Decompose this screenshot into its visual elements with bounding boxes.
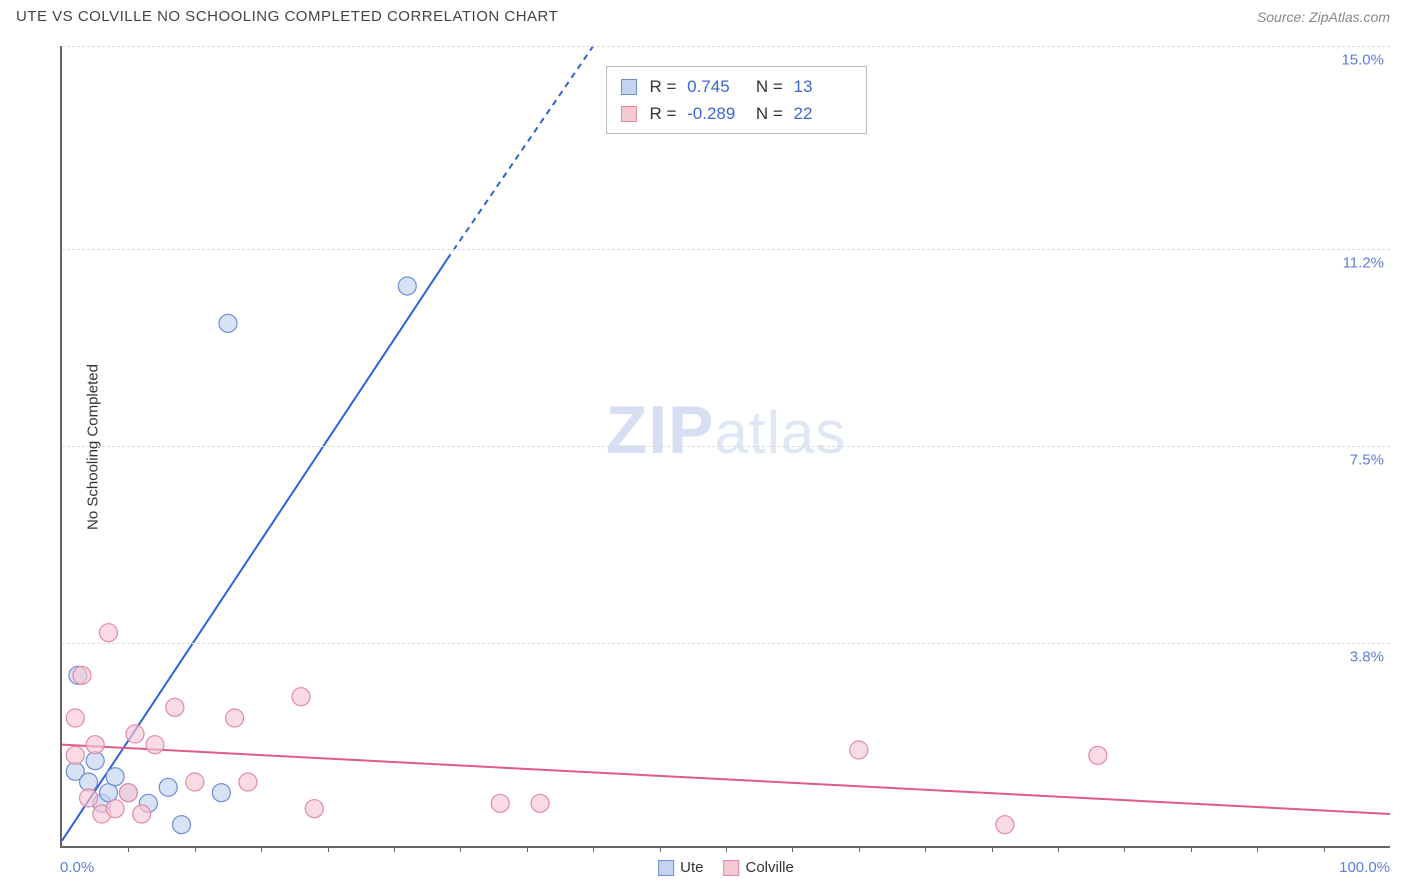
legend: Ute Colville <box>658 859 794 876</box>
plot-region: ZIPatlas R = 0.745 N = 13 R = -0.289 N =… <box>60 46 1390 848</box>
x-tick <box>1257 846 1258 852</box>
gridline <box>62 643 1390 644</box>
ute-n-value: 13 <box>794 73 852 100</box>
gridline <box>62 46 1390 47</box>
data-point <box>531 794 549 812</box>
data-point <box>166 698 184 716</box>
data-point <box>86 736 104 754</box>
x-tick <box>992 846 993 852</box>
data-point <box>106 800 124 818</box>
y-tick-label: 7.5% <box>1350 452 1384 469</box>
data-point <box>73 666 91 684</box>
x-tick <box>527 846 528 852</box>
data-point <box>99 784 117 802</box>
data-point <box>239 773 257 791</box>
gridline <box>62 249 1390 250</box>
x-tick <box>1324 846 1325 852</box>
legend-item-colville: Colville <box>723 859 793 876</box>
ute-legend-label: Ute <box>680 859 703 876</box>
x-tick <box>1058 846 1059 852</box>
data-point <box>86 752 104 770</box>
x-tick <box>726 846 727 852</box>
data-point <box>219 314 237 332</box>
chart-title: UTE VS COLVILLE NO SCHOOLING COMPLETED C… <box>16 8 558 25</box>
stats-row-ute: R = 0.745 N = 13 <box>621 73 851 100</box>
correlation-stats-box: R = 0.745 N = 13 R = -0.289 N = 22 <box>606 66 866 134</box>
data-point <box>186 773 204 791</box>
x-min-label: 0.0% <box>60 859 94 876</box>
data-point <box>996 816 1014 834</box>
colville-n-value: 22 <box>794 100 852 127</box>
data-point <box>1089 746 1107 764</box>
data-point <box>106 768 124 786</box>
x-tick <box>128 846 129 852</box>
ute-swatch-icon <box>621 79 637 95</box>
data-point <box>226 709 244 727</box>
data-point <box>133 805 151 823</box>
legend-item-ute: Ute <box>658 859 703 876</box>
x-tick <box>792 846 793 852</box>
colville-legend-label: Colville <box>745 859 793 876</box>
ute-swatch-icon <box>658 860 674 876</box>
x-tick <box>925 846 926 852</box>
gridline <box>62 446 1390 447</box>
r-label: R = <box>649 73 681 100</box>
x-max-label: 100.0% <box>1339 859 1390 876</box>
colville-r-value: -0.289 <box>687 100 745 127</box>
colville-swatch-icon <box>723 860 739 876</box>
x-tick <box>394 846 395 852</box>
data-point <box>80 773 98 791</box>
data-point <box>146 736 164 754</box>
data-point <box>292 688 310 706</box>
trend-line-dashed <box>447 46 593 259</box>
x-tick <box>859 846 860 852</box>
x-tick <box>261 846 262 852</box>
trend-line <box>62 745 1390 814</box>
data-point <box>398 277 416 295</box>
data-point <box>173 816 191 834</box>
data-point <box>80 789 98 807</box>
chart-area: No Schooling Completed ZIPatlas R = 0.74… <box>16 46 1390 848</box>
stats-row-colville: R = -0.289 N = 22 <box>621 100 851 127</box>
data-point <box>119 784 137 802</box>
data-point <box>491 794 509 812</box>
x-tick <box>660 846 661 852</box>
n-label: N = <box>751 73 787 100</box>
y-tick-label: 15.0% <box>1341 52 1384 69</box>
data-point <box>159 778 177 796</box>
n-label: N = <box>751 100 787 127</box>
ute-r-value: 0.745 <box>687 73 745 100</box>
x-tick <box>460 846 461 852</box>
x-tick <box>328 846 329 852</box>
y-tick-label: 11.2% <box>1343 254 1384 271</box>
data-point <box>850 741 868 759</box>
x-tick <box>1191 846 1192 852</box>
data-point <box>305 800 323 818</box>
data-point <box>66 709 84 727</box>
y-tick-label: 3.8% <box>1350 649 1384 666</box>
trend-line <box>62 259 447 840</box>
colville-swatch-icon <box>621 106 637 122</box>
x-tick <box>1124 846 1125 852</box>
data-point <box>99 624 117 642</box>
data-point <box>212 784 230 802</box>
data-point <box>66 746 84 764</box>
x-tick <box>593 846 594 852</box>
data-point <box>126 725 144 743</box>
x-tick <box>195 846 196 852</box>
source-label: Source: ZipAtlas.com <box>1257 9 1390 25</box>
r-label: R = <box>649 100 681 127</box>
